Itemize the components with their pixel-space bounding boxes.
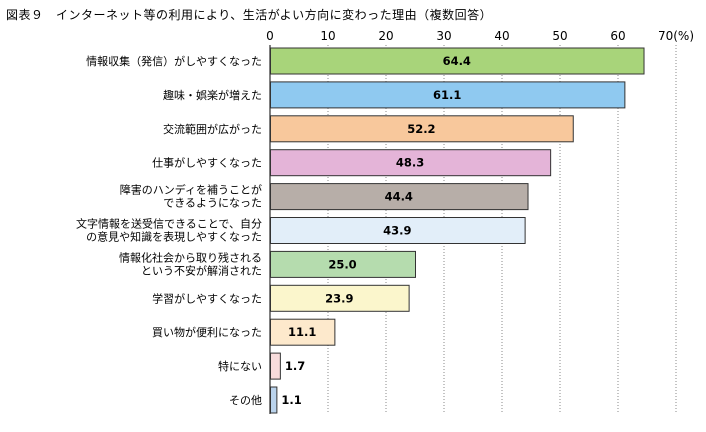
bar <box>270 149 552 177</box>
category-label: その他 <box>229 394 262 407</box>
category-label: 障害のハンディを補うことが <box>120 183 262 197</box>
bar <box>270 115 574 143</box>
category-label: 情報化社会から取り残される <box>119 250 262 264</box>
x-tick-label: 0 <box>266 29 274 43</box>
bar <box>270 318 336 346</box>
chart-title: 図表９ インターネット等の利用により、生活がよい方向に変わった理由（複数回答） <box>6 8 493 22</box>
bar <box>270 183 529 211</box>
data-label: 48.3 <box>396 156 424 170</box>
data-label: 11.1 <box>288 325 316 339</box>
bar <box>270 352 281 380</box>
category-label: できるようになった <box>163 197 262 210</box>
category-label: の意見や知識を表現しやすくなった <box>86 230 262 244</box>
x-tick-label: 10 <box>320 29 335 43</box>
x-tick-label: 40 <box>494 29 509 43</box>
x-tick-label: 30 <box>436 29 451 43</box>
bar <box>270 284 410 312</box>
x-tick-label: 20 <box>378 29 393 43</box>
data-label: 43.9 <box>383 224 411 238</box>
data-label: 25.0 <box>328 257 356 271</box>
data-label: 52.2 <box>407 122 435 136</box>
category-label: という不安が解消された <box>141 263 262 277</box>
category-label: 趣味・娯楽が増えた <box>163 88 262 102</box>
x-tick-label: 50 <box>552 29 567 43</box>
category-label: 仕事がしやすくなった <box>152 156 262 170</box>
bar <box>270 386 278 414</box>
data-label: 23.9 <box>325 291 353 305</box>
bar <box>270 250 416 278</box>
x-tick-label: 70(%) <box>658 29 694 43</box>
x-tick-label: 60 <box>610 29 625 43</box>
data-label: 1.7 <box>285 359 305 373</box>
bar <box>270 81 626 109</box>
category-label: 買い物が便利になった <box>152 325 262 339</box>
data-label: 44.4 <box>385 190 413 204</box>
bar <box>270 47 645 75</box>
data-label: 64.4 <box>443 54 471 68</box>
category-label: 情報収集（発信）がしやすくなった <box>86 54 262 68</box>
category-label: 文字情報を送受信できることで、自分 <box>76 217 262 231</box>
category-label: 特にない <box>218 359 262 373</box>
category-label: 学習がしやすくなった <box>152 291 262 305</box>
category-label: 交流範囲が広がった <box>163 122 262 136</box>
data-label: 61.1 <box>433 88 461 102</box>
bar <box>270 217 526 244</box>
data-label: 1.1 <box>281 393 301 407</box>
